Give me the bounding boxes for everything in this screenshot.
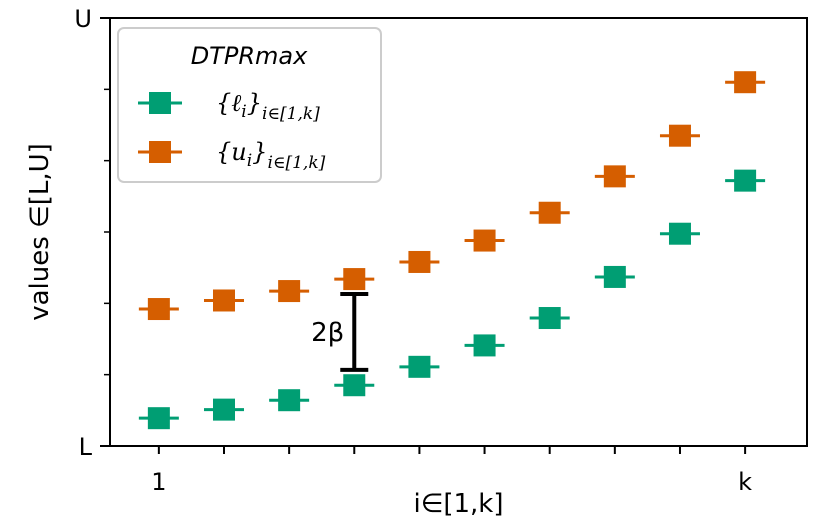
- x-axis-label: i∈[1,k]: [413, 489, 503, 519]
- series-1-point: [473, 229, 496, 252]
- y-axis-label: values ∈[L,U]: [25, 143, 55, 321]
- series-0-point: [538, 307, 561, 330]
- series-0-point: [408, 355, 431, 378]
- annotation-label: 2β: [311, 318, 344, 348]
- legend-box: [117, 27, 382, 183]
- series-0-point: [212, 398, 235, 421]
- series-0-point: [473, 334, 496, 357]
- legend-swatch: [149, 92, 171, 114]
- series-0-point: [668, 222, 691, 245]
- legend-swatch: [149, 141, 171, 163]
- legend-entry-label: {ℓi}i∈[1,k]: [216, 89, 320, 124]
- ticks: [100, 17, 747, 454]
- plot-area: 2β: [138, 71, 766, 430]
- legend: DTPRmax {ℓi}i∈[1,k] {ui}i∈[1,k]: [117, 27, 382, 183]
- series-0-point: [343, 374, 366, 397]
- y-tick-label: L: [79, 433, 93, 461]
- series-1-point: [343, 268, 366, 291]
- series-1-point: [734, 71, 757, 94]
- x-tick-label: k: [738, 468, 752, 496]
- y-tick-label: U: [74, 5, 92, 33]
- series-1-point: [603, 165, 626, 188]
- series-0-point: [278, 389, 301, 412]
- series-0-point: [147, 407, 170, 430]
- series-1-point: [668, 124, 691, 147]
- x-tick-label: 1: [151, 468, 166, 496]
- series-1-point: [538, 201, 561, 224]
- labels: 1 k L Ui∈[1,k] values ∈[L,U]: [25, 5, 752, 519]
- series-1-point: [212, 289, 235, 312]
- series-1-point: [147, 298, 170, 321]
- series-0-point: [603, 265, 626, 288]
- legend-entry-label: {ui}i∈[1,k]: [216, 138, 326, 173]
- series-1-point: [278, 280, 301, 303]
- series-0-point: [734, 169, 757, 192]
- series-1-point: [408, 250, 431, 273]
- legend-title: DTPRmax: [191, 42, 308, 70]
